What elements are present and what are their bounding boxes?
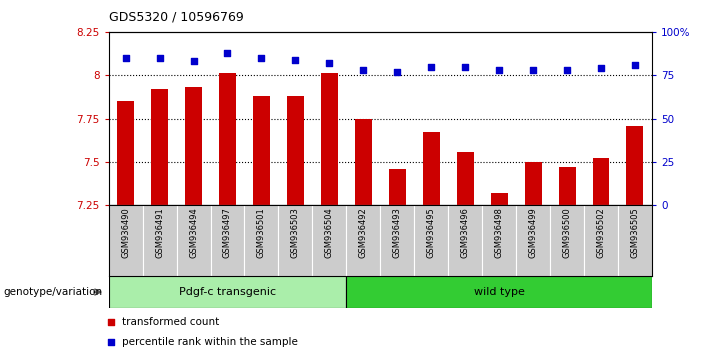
Point [595, 65, 606, 71]
Point [222, 50, 233, 56]
Bar [185, 87, 202, 205]
Text: GSM936492: GSM936492 [359, 207, 368, 258]
Bar [414, 205, 448, 276]
Point [358, 67, 369, 73]
Text: GSM936500: GSM936500 [562, 207, 571, 258]
Bar [584, 205, 618, 276]
Bar [618, 205, 652, 276]
Bar [482, 205, 516, 276]
Bar [245, 205, 278, 276]
Bar [346, 205, 381, 276]
Point [290, 57, 301, 62]
Text: GSM936494: GSM936494 [189, 207, 198, 258]
Bar [524, 162, 542, 205]
Point [106, 320, 117, 325]
Bar [448, 205, 482, 276]
Text: percentile rank within the sample: percentile rank within the sample [122, 337, 298, 347]
Text: GDS5320 / 10596769: GDS5320 / 10596769 [109, 11, 243, 24]
Bar [109, 205, 142, 276]
Bar [355, 119, 372, 205]
Bar [151, 89, 168, 205]
Bar [516, 205, 550, 276]
Text: GSM936495: GSM936495 [427, 207, 436, 258]
Bar [278, 205, 313, 276]
Text: GSM936499: GSM936499 [529, 207, 538, 258]
Text: GSM936503: GSM936503 [291, 207, 300, 258]
Bar [423, 132, 440, 205]
Point [106, 339, 117, 345]
Bar [321, 74, 338, 205]
Bar [253, 96, 270, 205]
Bar [627, 126, 644, 205]
Text: genotype/variation: genotype/variation [4, 287, 102, 297]
Bar [219, 74, 236, 205]
Bar [117, 101, 134, 205]
Text: Pdgf-c transgenic: Pdgf-c transgenic [179, 287, 276, 297]
Bar [550, 205, 584, 276]
Point [527, 67, 538, 73]
Text: GSM936497: GSM936497 [223, 207, 232, 258]
Point [256, 55, 267, 61]
Point [629, 62, 641, 68]
Bar [592, 159, 609, 205]
Point [120, 55, 131, 61]
Point [460, 64, 471, 69]
Bar [346, 276, 652, 308]
Bar [287, 96, 304, 205]
Point [154, 55, 165, 61]
Text: GSM936490: GSM936490 [121, 207, 130, 258]
Text: GSM936493: GSM936493 [393, 207, 402, 258]
Bar [491, 193, 508, 205]
Bar [177, 205, 210, 276]
Text: GSM936498: GSM936498 [495, 207, 503, 258]
Point [188, 58, 199, 64]
Text: GSM936496: GSM936496 [461, 207, 470, 258]
Bar [210, 205, 245, 276]
Point [392, 69, 403, 75]
Text: GSM936505: GSM936505 [630, 207, 639, 258]
Text: transformed count: transformed count [122, 318, 219, 327]
Bar [559, 167, 576, 205]
Text: GSM936491: GSM936491 [155, 207, 164, 258]
Point [562, 67, 573, 73]
Text: wild type: wild type [474, 287, 524, 297]
Point [426, 64, 437, 69]
Text: GSM936502: GSM936502 [597, 207, 606, 258]
Bar [109, 276, 346, 308]
Bar [456, 152, 474, 205]
Bar [381, 205, 414, 276]
Bar [142, 205, 177, 276]
Bar [389, 169, 406, 205]
Bar [313, 205, 346, 276]
Point [324, 60, 335, 66]
Text: GSM936501: GSM936501 [257, 207, 266, 258]
Text: GSM936504: GSM936504 [325, 207, 334, 258]
Point [494, 67, 505, 73]
